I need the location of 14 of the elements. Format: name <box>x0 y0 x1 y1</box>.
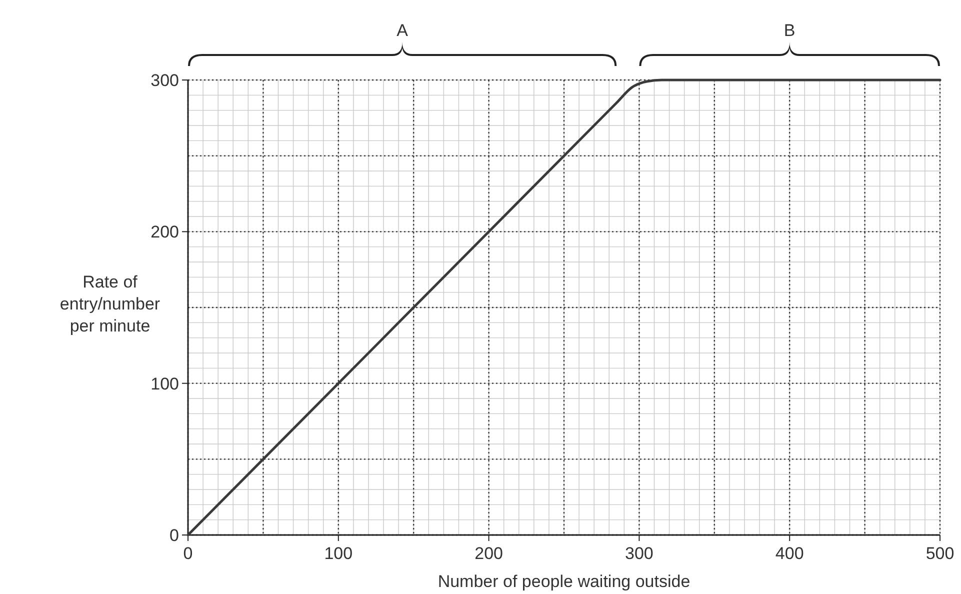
text: A <box>396 21 409 40</box>
y-axis-title: Rate of entry/number per minute <box>60 272 160 336</box>
x-tick-label: 500 <box>926 544 954 563</box>
x-tick-label: 200 <box>474 544 503 563</box>
y-tick-label: 300 <box>150 71 179 90</box>
y-tick-label: 200 <box>150 222 179 242</box>
text: B <box>784 21 796 40</box>
y-tick-label: 100 <box>150 374 179 394</box>
y-tick-label: 0 <box>170 526 179 545</box>
x-tick-label: 100 <box>324 544 353 563</box>
x-tick-label: 300 <box>625 544 654 563</box>
x-axis-title: Number of people waiting outside <box>438 572 690 591</box>
x-tick-label: 400 <box>775 544 804 563</box>
x-tick-label: 0 <box>183 544 193 563</box>
